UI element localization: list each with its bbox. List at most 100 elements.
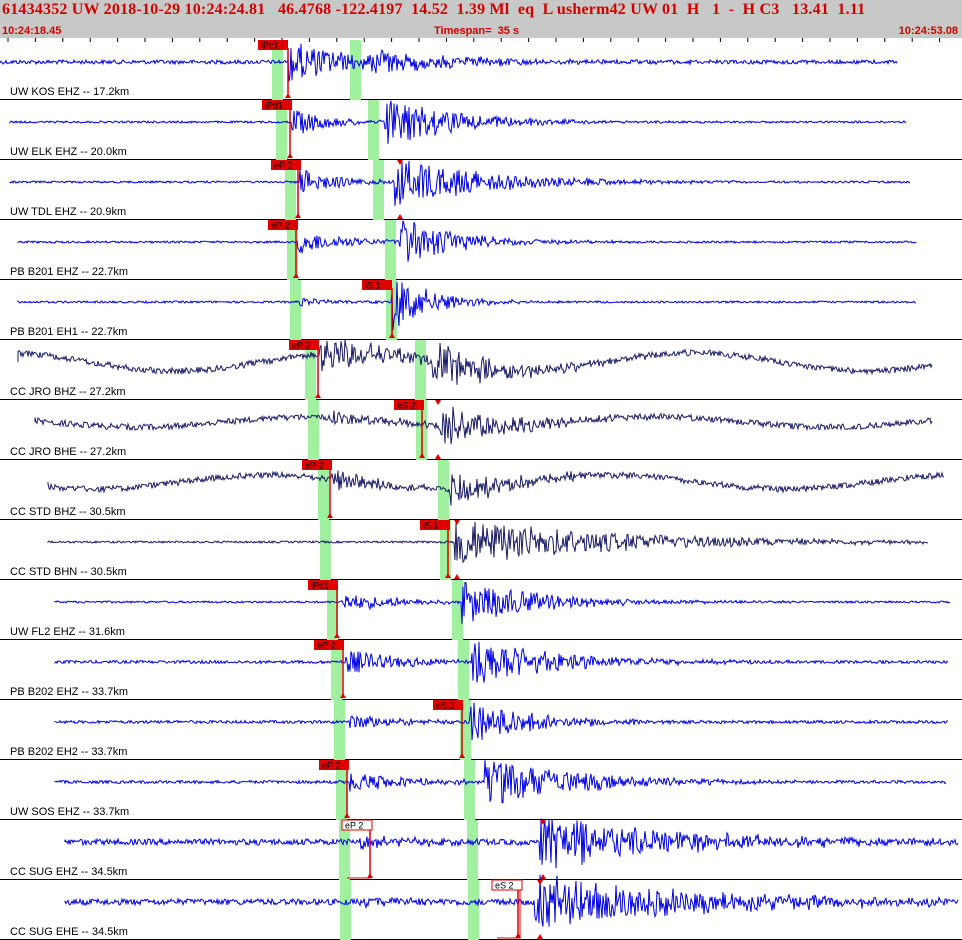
s-phase-window	[468, 880, 479, 940]
start-time-label: 10:24:18.45	[2, 25, 62, 37]
station-label: PB B201 EH1 -- 22.7km	[10, 326, 127, 338]
pick-triangle-marker	[515, 933, 521, 938]
pick-label-box[interactable]	[258, 40, 288, 50]
s-phase-window	[350, 40, 361, 100]
p-phase-window	[276, 100, 287, 160]
trace-panel[interactable]: eP 2 CC SUG EHZ -- 34.5km	[0, 818, 962, 880]
trace-panel[interactable]: iPc1 UW FL2 EHZ -- 31.6km	[0, 580, 962, 640]
s-phase-window	[460, 700, 471, 760]
p-phase-window	[308, 400, 319, 460]
pick-label-box[interactable]	[420, 520, 450, 530]
trace-panel[interactable]: eP 2 CC STD BHZ -- 30.5km	[0, 460, 962, 520]
trace-panel[interactable]: eP 2 PB B202 EHZ -- 33.7km	[0, 640, 962, 700]
waveform	[54, 702, 949, 741]
pick-label-box[interactable]	[271, 160, 301, 170]
trace-panel[interactable]: iS 1 PB B201 EH1 -- 22.7km	[0, 280, 962, 340]
pick-triangle-marker	[285, 93, 291, 98]
trace-panel[interactable]: iPc1 UW KOS EHZ -- 17.2km	[0, 40, 962, 100]
trace-panel[interactable]: eS 2 CC SUG EHE -- 34.5km	[0, 874, 962, 940]
pick-label-box[interactable]	[491, 879, 523, 891]
p-phase-window	[334, 700, 345, 760]
station-label: CC STD BHZ -- 30.5km	[10, 506, 126, 518]
pick-label-box[interactable]	[262, 100, 292, 110]
pick-triangle-marker	[540, 820, 546, 825]
station-label: CC JRO BHZ -- 27.2km	[10, 386, 126, 398]
trace-panel[interactable]: eP 2 PB B201 EHZ -- 22.7km	[0, 220, 962, 280]
p-phase-window	[272, 40, 283, 100]
waveform	[47, 470, 945, 506]
station-label: UW TDL EHZ -- 20.9km	[10, 206, 126, 218]
pick-triangle-marker	[287, 153, 293, 158]
pick-label: eP 2	[271, 221, 289, 231]
station-label: PB B202 EH2 -- 33.7km	[10, 746, 127, 758]
waveform	[17, 220, 917, 262]
trace-panel[interactable]: eP 2 UW SOS EHZ -- 33.7km	[0, 760, 962, 820]
station-label: UW ELK EHZ -- 20.0km	[10, 146, 127, 158]
pick-triangle-marker	[397, 160, 403, 165]
pick-label: eP 2	[317, 641, 335, 651]
pick-triangle-marker	[397, 214, 403, 219]
p-phase-window	[327, 580, 338, 640]
pick-triangle-marker	[315, 393, 321, 398]
s-phase-window	[438, 460, 449, 520]
pick-triangle-marker	[540, 874, 546, 879]
pick-label-box[interactable]	[268, 220, 298, 230]
trace-panel[interactable]: eS 2 PB B202 EH2 -- 33.7km	[0, 700, 962, 760]
pick-label: iS 1	[423, 521, 439, 531]
pick-triangle-marker	[459, 753, 465, 758]
waveform	[9, 100, 907, 144]
trace-panel[interactable]: iS 1 CC STD BHN -- 30.5km	[0, 520, 962, 580]
pick-label-box[interactable]	[433, 700, 463, 710]
station-label: CC SUG EHZ -- 34.5km	[10, 866, 127, 878]
waveform	[17, 282, 917, 331]
waveform	[17, 339, 933, 385]
pick-label-box[interactable]	[341, 819, 373, 831]
pick-triangle-marker	[334, 633, 340, 638]
pick-triangle-marker	[454, 520, 460, 525]
pick-label-box[interactable]	[302, 460, 332, 470]
waveform	[54, 641, 949, 683]
station-label: CC STD BHN -- 30.5km	[10, 566, 127, 578]
pick-label-box[interactable]	[319, 760, 349, 770]
trace-panel[interactable]: eP 2 UW TDL EHZ -- 20.9km	[0, 160, 962, 220]
pick-label: eP 2	[292, 341, 310, 351]
pick-label-box[interactable]	[394, 400, 424, 410]
s-phase-window	[415, 340, 426, 400]
pick-triangle-marker	[293, 273, 299, 278]
pick-triangle-marker	[327, 513, 333, 518]
p-phase-window	[339, 820, 350, 880]
waveform	[54, 760, 947, 804]
pick-label: eP 2	[345, 821, 363, 831]
s-phase-window	[368, 100, 379, 160]
p-phase-window	[285, 160, 296, 220]
trace-panel[interactable]: eS 2 CC JRO BHE -- 27.2km	[0, 400, 962, 460]
pick-triangle-marker	[435, 454, 441, 459]
station-label: CC SUG EHE -- 34.5km	[10, 926, 128, 938]
pick-label-box[interactable]	[362, 280, 392, 290]
pick-label: iPd1	[265, 101, 283, 111]
pick-label-box[interactable]	[289, 340, 319, 350]
p-phase-window	[340, 880, 351, 940]
p-phase-window	[305, 340, 316, 400]
waveform	[64, 818, 959, 869]
s-phase-window	[373, 160, 384, 220]
waveform	[54, 581, 951, 624]
p-phase-window	[287, 220, 298, 280]
pick-label: eS 2	[495, 881, 514, 891]
station-label: UW KOS EHZ -- 17.2km	[10, 86, 129, 98]
pick-label: eS 2	[436, 701, 455, 711]
pick-triangle-marker	[295, 213, 301, 218]
waveform	[0, 43, 898, 82]
trace-panel[interactable]: iPd1 UW ELK EHZ -- 20.0km	[0, 100, 962, 160]
pick-label: iPc1	[261, 41, 279, 51]
pick-triangle-marker	[419, 453, 425, 458]
pick-label-box[interactable]	[314, 640, 344, 650]
pick-triangle-marker	[389, 333, 395, 338]
s-phase-window	[464, 760, 475, 820]
trace-panel[interactable]: eP 2 CC JRO BHZ -- 27.2km	[0, 339, 962, 400]
waveform	[64, 874, 959, 927]
pick-triangle-marker	[340, 693, 346, 698]
seismogram-panels[interactable]: iPc1 UW KOS EHZ -- 17.2km iPd1 UW ELK EHZ -…	[0, 40, 962, 940]
station-label: CC JRO BHE -- 27.2km	[10, 446, 126, 458]
pick-label-box[interactable]	[308, 580, 338, 590]
